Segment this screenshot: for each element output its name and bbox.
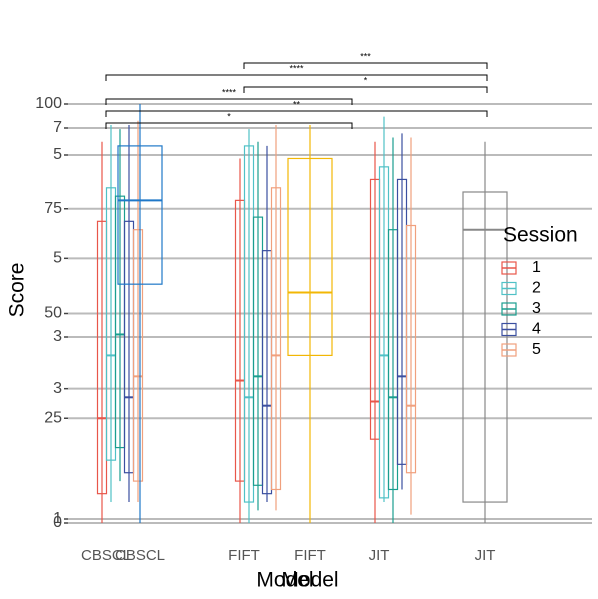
y-tick-label: 7 (53, 119, 62, 136)
x-tick-label: JIT (369, 547, 390, 564)
box (396, 133, 408, 490)
box (132, 120, 144, 503)
box-body (287, 157, 333, 356)
bracket (105, 74, 488, 81)
y-tick-label: 50 (44, 305, 62, 322)
box (114, 129, 126, 482)
y-tick-label: 100 (35, 95, 62, 112)
legend-label: 2 (532, 280, 541, 297)
y-tick-label: 75 (44, 200, 62, 217)
y-tick-label: 3 (53, 328, 62, 345)
x-tick-label: FIFT (228, 547, 260, 564)
box (287, 124, 333, 523)
box (387, 137, 399, 523)
x-axis-title: Model (281, 569, 338, 592)
significance-label: * (364, 75, 368, 85)
significance-label: * (227, 111, 231, 121)
box (378, 116, 390, 503)
box (252, 141, 264, 511)
x-tick-label: CBSCL (81, 547, 131, 564)
bracket (105, 110, 488, 117)
box (462, 141, 508, 523)
y-tick-label: 1 (53, 510, 62, 527)
bracket (105, 122, 353, 129)
box-body (117, 145, 163, 285)
box-body (462, 191, 508, 503)
significance-label: ** (293, 99, 301, 109)
significance-label: **** (222, 87, 237, 97)
x-tick-label: FIFT (294, 547, 326, 564)
box-body (405, 224, 417, 474)
box (117, 104, 163, 523)
y-tick-label: 25 (44, 409, 62, 426)
bracket (105, 98, 353, 105)
significance-label: **** (289, 63, 304, 73)
box (261, 145, 273, 503)
box (234, 158, 246, 523)
significance-label: *** (360, 51, 371, 61)
legend-label: 3 (532, 300, 541, 317)
x-tick-label: JIT (475, 547, 496, 564)
box (96, 141, 108, 523)
box (270, 124, 282, 511)
y-tick-label: 5 (53, 146, 62, 163)
legend-label: 1 (532, 259, 541, 276)
legend-title: Session (503, 224, 578, 247)
box (243, 129, 255, 523)
box (369, 141, 381, 523)
bracket (243, 86, 488, 93)
box-body (132, 229, 144, 482)
y-tick-label: 0 (53, 514, 62, 531)
legend-label: 4 (532, 321, 541, 338)
box (405, 137, 417, 515)
y-tick-label: 3 (53, 380, 62, 397)
x-tick-label: CBSCL (115, 547, 165, 564)
legend-label: 5 (532, 341, 541, 358)
y-axis-title: Score (6, 263, 29, 318)
bracket (243, 62, 488, 69)
box-body (270, 187, 282, 491)
y-tick-label: 5 (53, 250, 62, 267)
x-axis-title: Model (256, 569, 313, 592)
